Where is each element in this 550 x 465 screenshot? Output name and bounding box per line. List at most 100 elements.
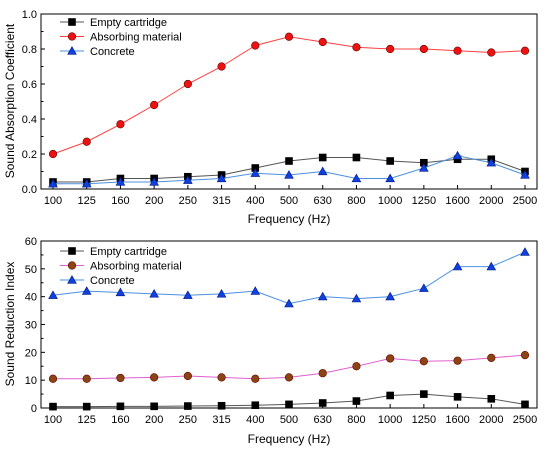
x-tick-label: 1600 (445, 414, 469, 426)
data-point-absorbing-material (217, 62, 226, 71)
data-point-absorbing-material (487, 353, 496, 363)
x-tick-label: 250 (179, 195, 197, 207)
data-point-empty-cartridge (386, 391, 394, 400)
data-point-concrete (115, 287, 126, 297)
data-point-empty-cartridge (487, 395, 496, 403)
absorption-chart: 100 125 160 200 250 315 400 500 630 800 1000 1250 16… (3, 9, 538, 226)
data-point-absorbing-material (183, 79, 192, 89)
data-point-empty-cartridge (318, 153, 327, 162)
data-point-empty-cartridge (285, 400, 293, 409)
x-tick-label: 1250 (412, 414, 436, 426)
x-tick-label: 1000 (378, 195, 402, 207)
data-point-concrete (216, 173, 227, 183)
data-point-absorbing-material (386, 354, 395, 363)
data-point-empty-cartridge (420, 390, 428, 398)
data-point-concrete (149, 288, 159, 298)
data-point-concrete (216, 288, 227, 298)
data-point-concrete (48, 178, 58, 188)
x-tick-label: 100 (44, 414, 62, 426)
data-point-empty-cartridge (251, 401, 260, 410)
data-point-absorbing-material (150, 100, 159, 110)
x-tick-label: 1250 (412, 195, 436, 207)
data-point-concrete (284, 298, 294, 308)
data-point-absorbing-material (116, 373, 125, 383)
y-tick-label: 40 (25, 292, 37, 304)
data-point-concrete (486, 157, 497, 167)
y-tick-label: 30 (25, 320, 37, 332)
data-point-empty-cartridge (49, 402, 57, 411)
data-point-absorbing-material (183, 371, 192, 381)
x-tick-label: 500 (280, 414, 298, 426)
reduction-chart: 100 125 160 200 250 315 400 500 630 800 1000 1250 16… (3, 236, 538, 446)
x-tick-label: 250 (179, 414, 197, 426)
data-point-empty-cartridge (521, 400, 529, 409)
x-tick-label: 400 (246, 414, 264, 426)
data-point-absorbing-material (520, 46, 530, 55)
y-tick-label: 50 (25, 264, 37, 276)
x-tick-label: 630 (314, 414, 332, 426)
y-tick-label: 0.6 (22, 79, 37, 91)
y-tick-label: 0.4 (22, 114, 37, 126)
legend-label-absorbing-material: Absorbing material (90, 261, 182, 273)
y-axis-label: Sound Reduction Index (3, 262, 17, 387)
data-point-absorbing-material (386, 44, 395, 54)
x-tick-label: 160 (111, 414, 129, 426)
data-point-concrete (452, 261, 463, 271)
data-point-concrete (351, 293, 362, 303)
data-point-absorbing-material (217, 373, 226, 382)
data-point-concrete (452, 150, 463, 160)
data-point-absorbing-material (48, 149, 58, 159)
data-point-concrete (149, 177, 159, 186)
legend-label-absorbing-material: Absorbing material (90, 32, 182, 44)
data-point-concrete (351, 173, 362, 183)
data-point-concrete (183, 290, 193, 299)
x-tick-label: 630 (314, 195, 332, 207)
x-tick-label: 500 (280, 195, 298, 207)
x-tick-label: 100 (44, 195, 62, 207)
x-tick-label: 2000 (479, 195, 503, 207)
data-point-concrete (520, 170, 530, 179)
y-tick-label: 0.8 (22, 44, 37, 56)
x-tick-label: 125 (78, 414, 96, 426)
data-point-concrete (520, 247, 530, 256)
data-point-absorbing-material (82, 374, 91, 383)
x-tick-label: 315 (212, 195, 230, 207)
data-point-absorbing-material (453, 356, 462, 365)
x-tick-label: 2500 (513, 195, 537, 207)
data-point-absorbing-material (284, 373, 294, 382)
legend-marker-absorbing-material (67, 32, 77, 41)
legend-marker-concrete (67, 46, 77, 55)
data-point-absorbing-material (116, 120, 125, 129)
data-point-absorbing-material (453, 46, 462, 55)
y-tick-label: 20 (25, 347, 37, 359)
data-point-absorbing-material (487, 48, 496, 57)
y-tick-label: 0 (31, 403, 37, 415)
x-tick-label: 160 (111, 195, 129, 207)
data-point-absorbing-material (251, 374, 260, 383)
data-point-concrete (317, 166, 328, 176)
x-tick-label: 200 (145, 195, 163, 207)
data-point-concrete (48, 290, 58, 299)
data-point-absorbing-material (150, 373, 159, 382)
data-point-empty-cartridge (352, 397, 361, 405)
x-tick-label: 400 (246, 195, 264, 207)
data-point-empty-cartridge (217, 401, 226, 410)
data-point-concrete (419, 163, 429, 172)
data-point-absorbing-material (82, 137, 91, 146)
y-tick-label: 60 (25, 236, 37, 248)
x-tick-label: 800 (347, 414, 365, 426)
y-axis-label: Sound Absorption Coefficient (3, 23, 17, 178)
x-tick-label: 200 (145, 414, 163, 426)
data-point-empty-cartridge (386, 157, 394, 165)
x-tick-label: 800 (347, 195, 365, 207)
data-point-absorbing-material (48, 374, 58, 383)
y-tick-label: 1.0 (22, 9, 37, 21)
legend-label-empty-cartridge: Empty cartridge (90, 246, 167, 258)
data-point-empty-cartridge (453, 393, 462, 401)
data-point-concrete (385, 291, 395, 301)
data-point-concrete (419, 283, 429, 292)
data-point-empty-cartridge (318, 399, 327, 407)
legend-marker-absorbing-material (67, 261, 77, 270)
data-point-empty-cartridge (150, 402, 158, 411)
